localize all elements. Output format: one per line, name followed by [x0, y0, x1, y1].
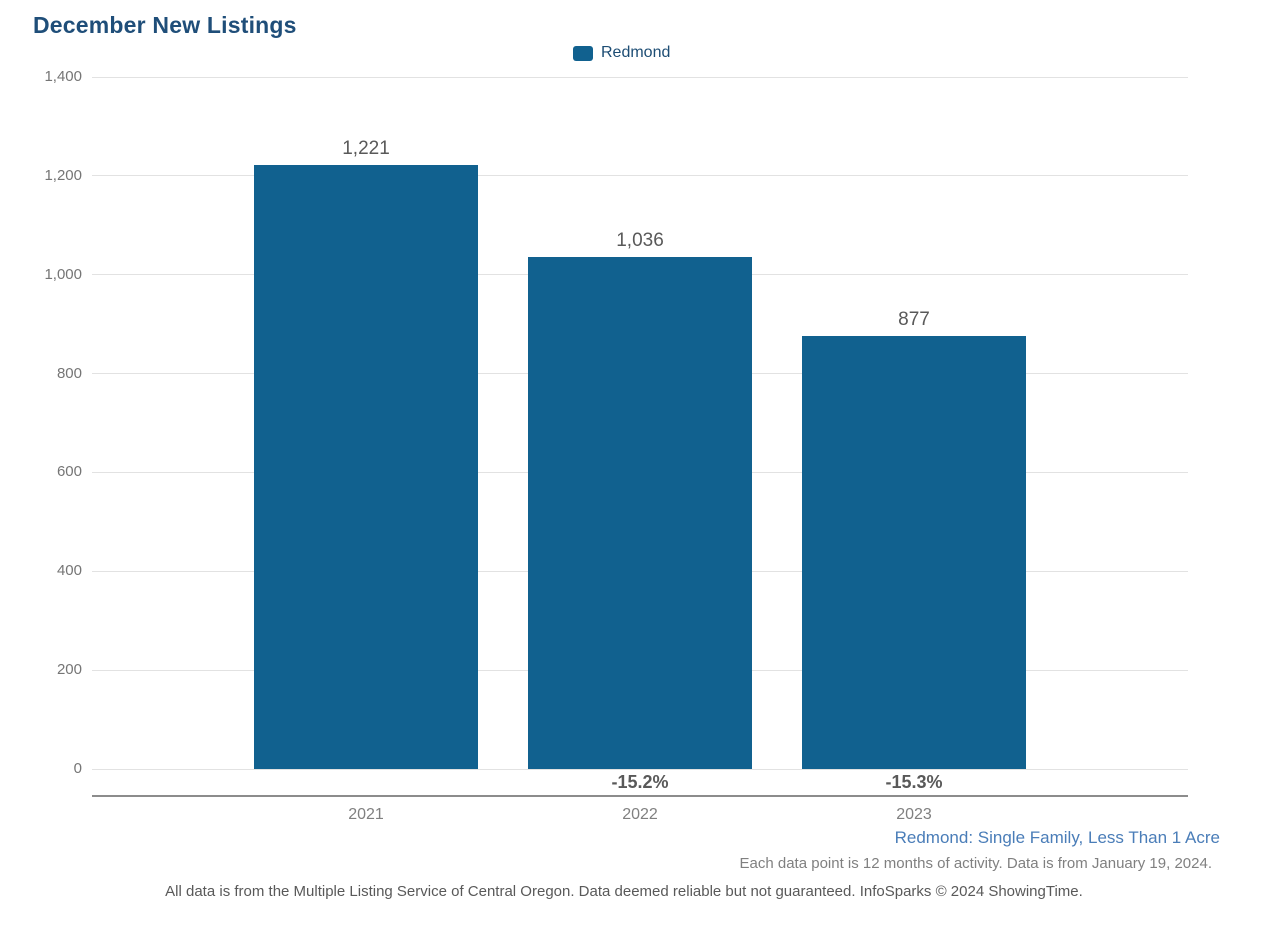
bar-2021[interactable] — [254, 165, 478, 769]
x-tick-label: 2021 — [348, 806, 384, 823]
y-tick-label: 600 — [56, 463, 82, 480]
bar-value-label: 1,221 — [342, 138, 390, 159]
legend[interactable]: Redmond — [573, 44, 670, 62]
gridline — [92, 77, 1188, 78]
y-tick-label: 1,400 — [44, 68, 82, 85]
x-tick-label: 2023 — [896, 806, 932, 823]
legend-label: Redmond — [601, 44, 671, 61]
y-tick-label: 800 — [56, 365, 82, 382]
y-tick-label: 400 — [56, 562, 82, 579]
x-tick-label: 2022 — [622, 806, 658, 823]
pct-row: -15.2% -15.3% — [92, 772, 1188, 794]
gridline — [92, 769, 1188, 770]
bar-value-label: 877 — [898, 309, 930, 330]
footnote-data-note: Each data point is 12 months of activity… — [739, 855, 1212, 872]
footnote-disclaimer: All data is from the Multiple Listing Se… — [165, 883, 1083, 900]
y-tick-label: 200 — [56, 661, 82, 678]
pct-change-label: -15.2% — [611, 772, 669, 792]
y-axis: 0 200 400 600 800 1,000 1,200 1,400 — [0, 68, 82, 777]
legend-swatch-icon — [573, 45, 593, 61]
chart-title: December New Listings — [33, 12, 297, 38]
bar-2022[interactable] — [528, 257, 752, 769]
plot-area: 1,221 1,036 877 — [92, 77, 1188, 770]
bar-value-label: 1,036 — [616, 230, 664, 251]
gridline — [92, 175, 1188, 176]
bar-2023[interactable] — [802, 336, 1026, 769]
footnote-context: Redmond: Single Family, Less Than 1 Acre — [894, 828, 1220, 847]
pct-change-label: -15.3% — [885, 772, 943, 792]
x-axis-line — [92, 795, 1188, 797]
y-tick-label: 1,000 — [44, 266, 82, 283]
x-axis-row: 2021 2022 2023 — [92, 806, 1188, 826]
y-tick-label: 1,200 — [44, 167, 82, 184]
y-tick-label: 0 — [73, 760, 82, 777]
